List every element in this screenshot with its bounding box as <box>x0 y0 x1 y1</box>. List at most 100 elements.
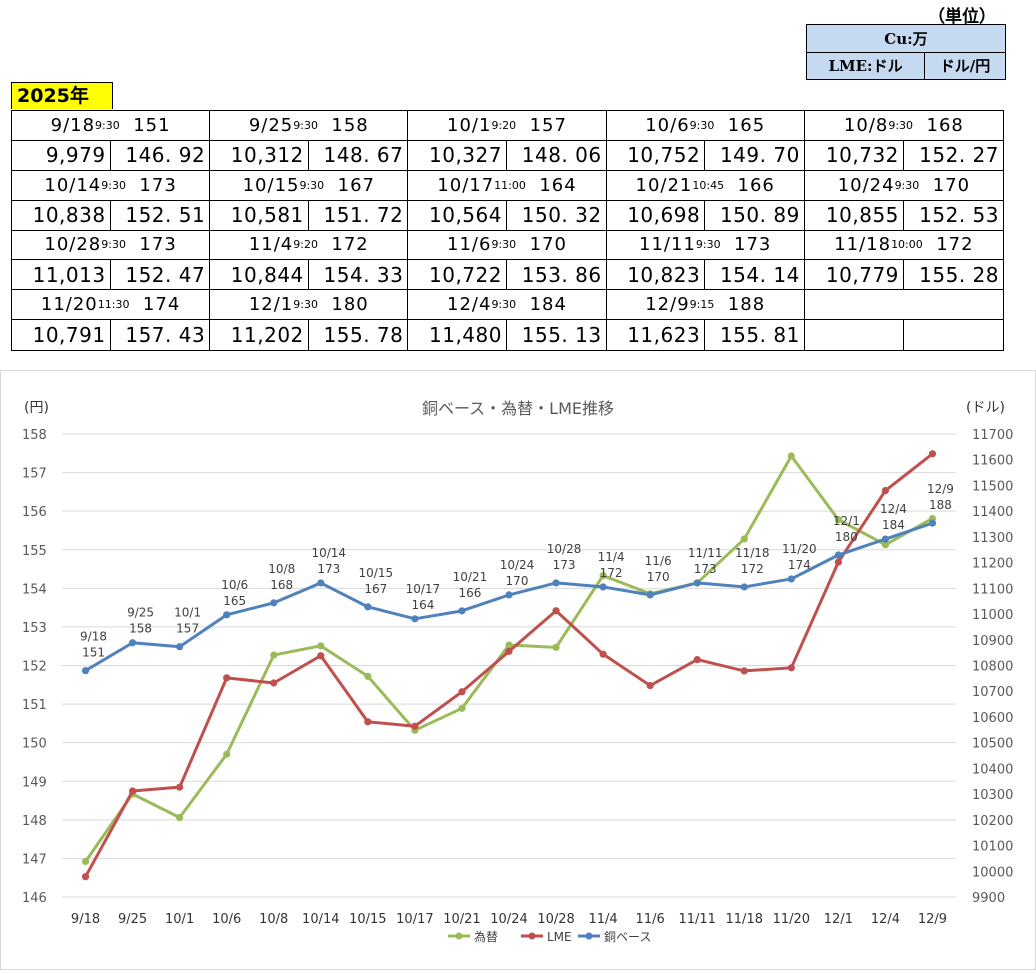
data-point <box>599 650 607 658</box>
data-point <box>458 704 466 712</box>
x-tick-label: 10/8 <box>259 912 288 927</box>
entry-values: 10,779 155. 28 <box>804 260 1003 291</box>
entry-values: 11,202 155. 78 <box>210 320 409 350</box>
entry-fx: 149. 70 <box>719 143 800 168</box>
entry-header: 10/28 9:30 173 <box>12 230 211 261</box>
legend-marker <box>585 932 593 940</box>
x-tick-label: 10/6 <box>212 912 241 927</box>
data-point <box>176 643 184 651</box>
data-point <box>223 674 231 682</box>
entry-base: 188 <box>714 294 766 316</box>
data-label-date: 12/1 <box>833 514 860 528</box>
entry-date: 12/9 <box>645 294 690 316</box>
entry-time: 9:30 <box>695 238 721 252</box>
data-point <box>223 611 231 619</box>
right-tick-label: 9900 <box>972 891 1005 906</box>
x-tick-label: 12/4 <box>871 912 900 927</box>
left-tick-label: 156 <box>22 505 47 520</box>
right-tick-label: 11200 <box>972 557 1013 572</box>
entry-values: 9,979 146. 92 <box>12 140 211 171</box>
entry-base: 172 <box>317 234 369 256</box>
entry-time: 11:00 <box>494 178 526 192</box>
entry-lme: 10,722 <box>408 260 507 290</box>
data-point <box>834 558 842 566</box>
entry-header: 11/11 9:30 173 <box>606 230 805 261</box>
x-tick-label: 11/20 <box>773 912 810 927</box>
entry-lme <box>805 320 904 350</box>
x-tick-label: 10/24 <box>490 912 527 927</box>
x-tick-label: 10/21 <box>443 912 480 927</box>
entry-values: 10,752 149. 70 <box>606 140 805 171</box>
entry-header: 10/21 10:45 166 <box>606 170 805 201</box>
entry-date: 11/4 <box>248 234 294 256</box>
data-label-value: 166 <box>458 586 481 600</box>
entry-values: 10,327 148. 06 <box>408 140 607 171</box>
data-label-value: 151 <box>82 646 105 660</box>
left-axis-label: (円) <box>24 400 49 416</box>
right-tick-label: 10500 <box>972 737 1013 752</box>
entry-header: 10/6 9:30 165 <box>606 111 805 141</box>
entry-lme: 10,698 <box>607 200 706 230</box>
entry-date: 10/28 <box>44 234 102 256</box>
x-tick-label: 10/14 <box>302 912 339 927</box>
x-tick-label: 10/17 <box>396 912 433 927</box>
data-point <box>646 681 654 690</box>
series-line-0 <box>84 454 934 863</box>
entry-date: 10/1 <box>447 114 492 136</box>
entry-date: 11/11 <box>639 234 696 256</box>
entry-header: 10/17 11:00 164 <box>408 170 607 201</box>
data-label-value: 173 <box>317 562 340 576</box>
right-tick-label: 10900 <box>972 634 1013 649</box>
data-label-value: 158 <box>129 622 152 636</box>
data-point <box>81 857 90 866</box>
entry-fx: 157. 43 <box>125 323 206 348</box>
left-tick-label: 153 <box>22 621 47 636</box>
data-label-date: 10/24 <box>500 558 535 572</box>
data-point <box>787 664 795 672</box>
entry-header: 11/4 9:20 172 <box>210 230 409 261</box>
data-point <box>364 672 372 680</box>
cu-unit-cell: Cu:万 <box>806 24 1006 53</box>
data-point <box>881 535 890 543</box>
entry-lme: 10,327 <box>408 140 507 170</box>
right-tick-label: 11500 <box>972 479 1013 494</box>
entry-date: 11/18 <box>834 234 892 256</box>
entry-fx: 148. 06 <box>521 143 602 168</box>
left-tick-label: 149 <box>22 775 47 790</box>
data-point <box>693 579 701 587</box>
data-label-date: 10/8 <box>268 562 295 576</box>
right-axis-label: (ドル) <box>966 400 1005 416</box>
data-point <box>458 688 466 696</box>
data-point <box>176 783 184 791</box>
entry-fx: 154. 33 <box>323 262 404 287</box>
entry-header: 11/6 9:30 170 <box>408 230 607 261</box>
data-label-value: 157 <box>176 622 199 636</box>
entry-header: 12/4 9:30 184 <box>408 290 607 321</box>
data-label-value: 188 <box>929 498 952 512</box>
left-tick-label: 148 <box>22 814 47 829</box>
year-badge: 2025年 <box>11 82 113 109</box>
legend-label: 為替 <box>474 930 498 944</box>
entry-date: 12/4 <box>447 294 492 316</box>
entry-values: 11,480 155. 13 <box>408 320 607 350</box>
right-tick-label: 11300 <box>972 531 1013 546</box>
data-label-date: 11/18 <box>735 546 770 560</box>
data-label-value: 164 <box>411 598 434 612</box>
right-tick-label: 10400 <box>972 762 1013 777</box>
entry-base: 173 <box>720 234 772 256</box>
entry-header: 9/18 9:30 151 <box>12 111 211 141</box>
entry-lme: 10,581 <box>210 200 309 230</box>
line-chart: 146 147 148 149 150 151 152 153 154 155 156 157 158 9… <box>0 370 1036 970</box>
entry-base: 170 <box>919 174 971 196</box>
right-tick-label: 11100 <box>972 582 1013 597</box>
entry-fx: 152. 51 <box>125 203 206 228</box>
entry-lme: 11,202 <box>210 320 309 350</box>
entry-fx: 154. 14 <box>719 262 800 287</box>
data-label-date: 10/1 <box>174 606 201 620</box>
data-label-value: 168 <box>270 578 293 592</box>
lme-unit-cell: LME:ドル <box>805 51 926 80</box>
entry-fx: 150. 32 <box>521 203 602 228</box>
data-point <box>505 647 513 655</box>
data-point <box>881 541 890 549</box>
entry-lme: 9,979 <box>12 140 111 170</box>
